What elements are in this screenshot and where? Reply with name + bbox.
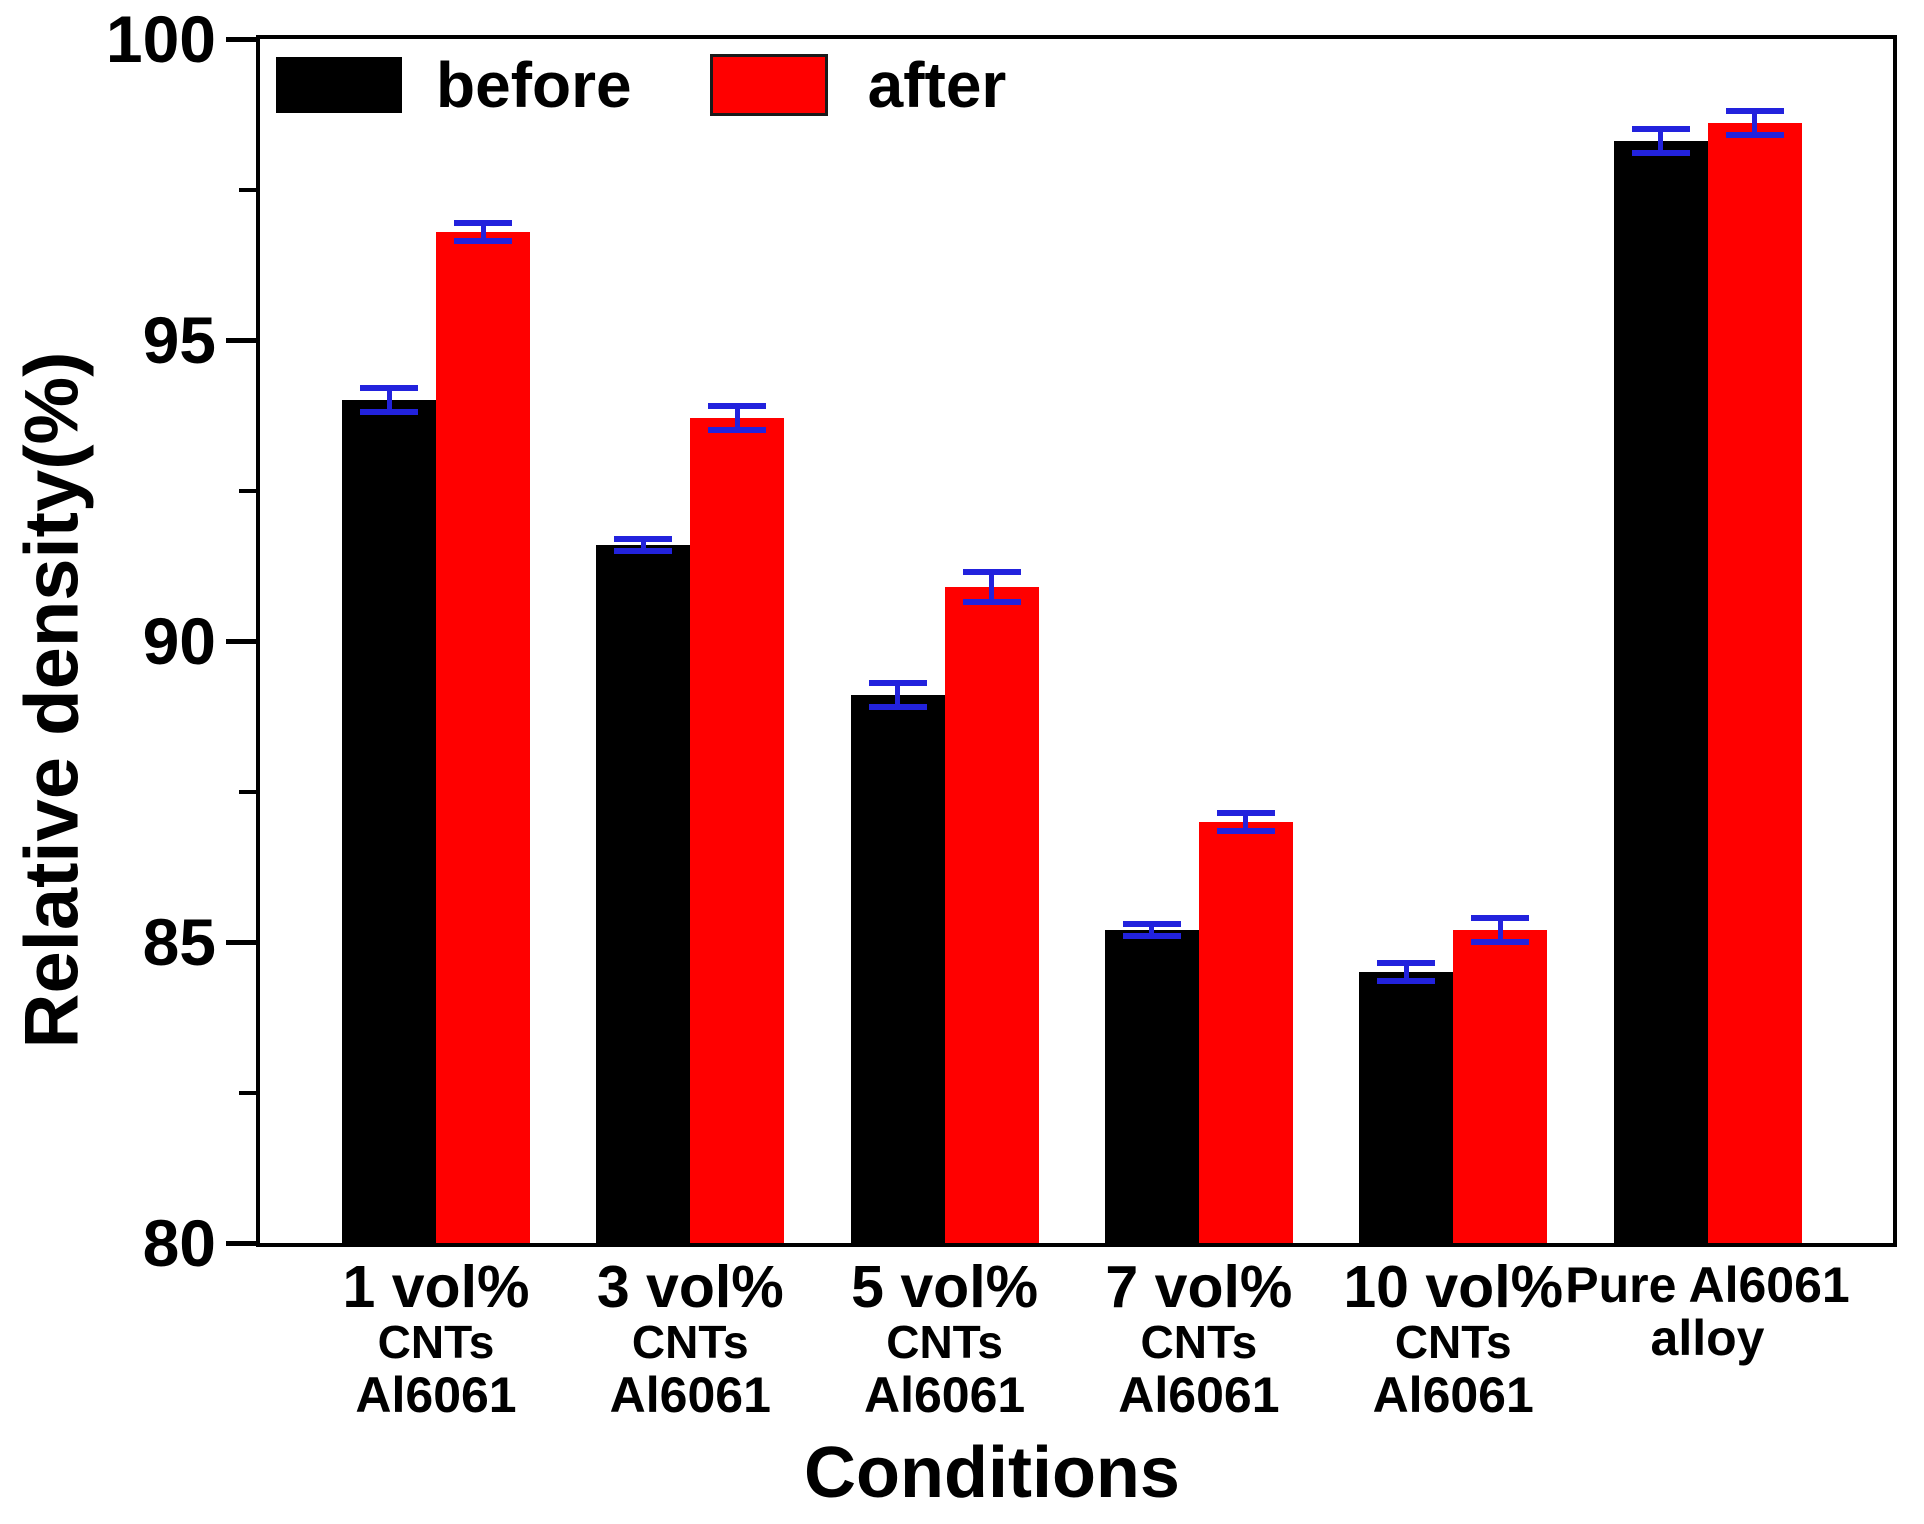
x-category-line: Pure Al6061 — [1565, 1257, 1850, 1313]
x-category-line: Al6061 — [1118, 1367, 1280, 1423]
error-bar-cap-bottom-after-1 — [454, 237, 512, 244]
error-bar-cap-top-after-3 — [962, 568, 1021, 575]
x-category-line: CNTs — [377, 1316, 495, 1368]
legend-label-after: after — [867, 49, 1007, 121]
x-category-label-4: 7 vol% CNTs Al6061 — [1105, 1254, 1293, 1423]
y-tick-label-90: 90 — [142, 604, 216, 678]
x-category-line: 7 vol% — [1105, 1254, 1293, 1320]
y-major-tick-100 — [226, 36, 256, 42]
legend: before after — [276, 53, 1006, 117]
error-bar-cap-top-before-5 — [1377, 960, 1436, 967]
error-bar-line-after-2 — [734, 406, 740, 431]
y-tick-label-95: 95 — [142, 303, 216, 377]
x-category-line: Al6061 — [355, 1367, 517, 1423]
x-category-line: CNTs — [1394, 1316, 1512, 1368]
bar-before-2 — [596, 544, 691, 1243]
y-tick-label-80: 80 — [142, 1206, 216, 1280]
x-category-line: 3 vol% — [596, 1254, 784, 1320]
bar-after-6 — [1707, 123, 1802, 1243]
x-category-line: Al6061 — [863, 1367, 1026, 1423]
error-bar-line-after-6 — [1752, 111, 1757, 136]
x-axis-title: Conditions — [804, 1433, 1180, 1513]
error-bar-cap-top-before-4 — [1122, 920, 1181, 927]
error-bar-line-before-1 — [386, 388, 392, 413]
error-bar-cap-bottom-before-1 — [360, 409, 418, 416]
y-major-tick-80 — [226, 1240, 256, 1246]
x-category-line: 5 vol% — [851, 1254, 1039, 1320]
legend-swatch-before — [276, 57, 402, 113]
bar-after-2 — [690, 418, 785, 1243]
x-category-line: 1 vol% — [342, 1254, 530, 1320]
error-bar-cap-top-after-5 — [1471, 914, 1530, 921]
error-bar-cap-bottom-after-6 — [1725, 132, 1784, 139]
error-bar-cap-top-before-3 — [868, 680, 927, 687]
x-category-line: alloy — [1650, 1310, 1765, 1366]
bar-before-6 — [1613, 141, 1708, 1243]
error-bar-cap-bottom-before-4 — [1122, 932, 1181, 939]
y-major-tick-90 — [226, 638, 256, 644]
y-minor-tick-82.5 — [239, 1090, 256, 1095]
bar-before-5 — [1359, 972, 1454, 1243]
legend-label-before: before — [436, 49, 632, 121]
bar-after-1 — [436, 231, 530, 1243]
error-bar-line-after-3 — [989, 571, 995, 602]
error-bar-cap-bottom-before-5 — [1377, 978, 1436, 985]
legend-swatch-after — [709, 54, 828, 116]
x-category-label-6: Pure Al6061 alloy — [1565, 1259, 1849, 1365]
x-category-line: Al6061 — [609, 1367, 771, 1423]
y-major-tick-95 — [226, 337, 256, 343]
y-tick-label-100: 100 — [105, 2, 216, 76]
bar-after-4 — [1198, 821, 1293, 1243]
error-bar-cap-top-after-1 — [454, 219, 512, 226]
x-category-line: CNTs — [631, 1316, 749, 1368]
error-bar-cap-bottom-before-2 — [614, 547, 673, 554]
plot-area: before after — [256, 35, 1897, 1247]
error-bar-cap-bottom-before-6 — [1631, 150, 1690, 157]
error-bar-cap-top-before-2 — [614, 535, 673, 542]
error-bar-cap-bottom-before-3 — [868, 704, 927, 711]
bar-before-4 — [1104, 929, 1199, 1243]
error-bar-line-before-6 — [1658, 129, 1663, 154]
x-category-line: Al6061 — [1372, 1367, 1534, 1423]
x-category-line: CNTs — [1140, 1316, 1258, 1368]
error-bar-cap-bottom-after-5 — [1471, 939, 1530, 945]
error-bar-line-after-1 — [480, 222, 486, 241]
error-bar-line-after-5 — [1497, 917, 1503, 942]
x-category-line: 10 vol% — [1343, 1254, 1564, 1320]
x-category-label-2: 3 vol% CNTs Al6061 — [596, 1254, 784, 1423]
bar-before-1 — [342, 400, 436, 1243]
bar-after-3 — [944, 586, 1039, 1243]
error-bar-cap-bottom-after-2 — [708, 427, 767, 434]
error-bar-cap-top-after-2 — [708, 403, 767, 410]
x-category-label-5: 10 vol% CNTs Al6061 — [1343, 1254, 1564, 1423]
error-bar-line-before-4 — [1149, 923, 1155, 936]
error-bar-cap-bottom-after-3 — [962, 598, 1021, 605]
error-bar-cap-top-after-4 — [1216, 809, 1275, 816]
bar-after-5 — [1453, 929, 1548, 1243]
y-tick-label-85: 85 — [142, 905, 216, 979]
error-bar-cap-top-before-6 — [1631, 126, 1690, 133]
y-minor-tick-92.5 — [239, 488, 256, 493]
error-bar-line-after-4 — [1243, 812, 1249, 831]
x-category-label-1: 1 vol% CNTs Al6061 — [342, 1254, 530, 1423]
y-major-tick-85 — [226, 939, 256, 945]
y-minor-tick-97.5 — [239, 187, 256, 192]
error-bar-cap-top-before-1 — [360, 385, 418, 392]
error-bar-cap-top-after-6 — [1725, 108, 1784, 115]
y-minor-tick-87.5 — [239, 789, 256, 794]
error-bar-line-before-5 — [1403, 963, 1409, 982]
x-category-label-3: 5 vol% CNTs Al6061 — [851, 1254, 1039, 1423]
error-bar-line-before-3 — [895, 683, 901, 708]
error-bar-line-before-2 — [640, 538, 646, 551]
plot-inner-area — [260, 39, 1893, 1243]
x-category-line: CNTs — [886, 1316, 1003, 1368]
bar-before-3 — [850, 695, 945, 1243]
error-bar-cap-bottom-after-4 — [1216, 827, 1275, 834]
